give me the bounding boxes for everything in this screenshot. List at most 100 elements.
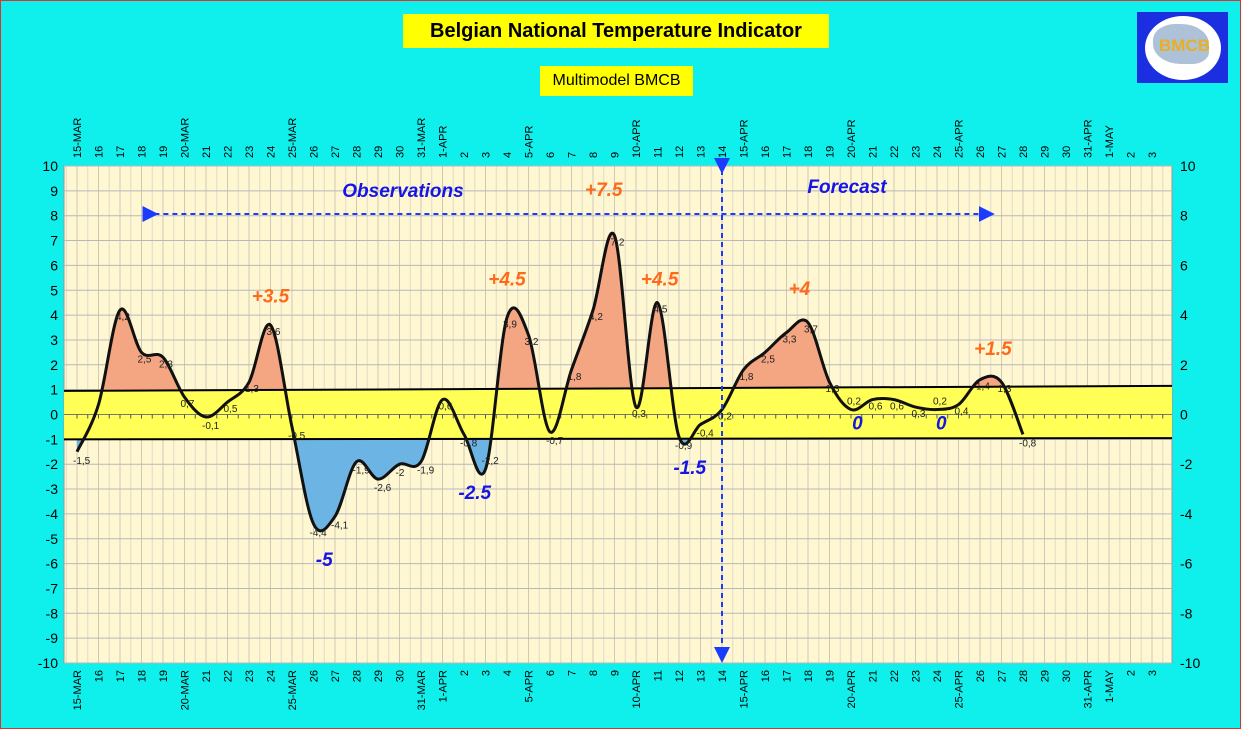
x-tick-label-bottom: 2 [1126,670,1138,676]
x-tick-label-bottom: 27 [997,670,1009,682]
y-tick-label-left: 8 [50,208,58,224]
x-tick-label-bottom: 17 [115,670,127,682]
x-tick-label-bottom: 18 [137,670,149,682]
y-tick-label-right: 6 [1180,257,1188,273]
x-tick-label-bottom: 8 [588,670,600,676]
y-tick-label-left: 6 [50,257,58,273]
x-tick-label-top: 10-APR [631,119,643,158]
y-tick-label-left: -9 [46,630,59,646]
data-label: 3,6 [267,327,281,338]
y-tick-label-left: 0 [50,407,58,423]
x-tick-label-bottom: 25-MAR [287,670,299,710]
data-label: 0,2 [718,412,732,423]
x-tick-label-top: 19 [158,146,170,158]
data-label: 0,2 [847,397,861,408]
data-label: 0,7 [181,399,195,410]
data-label: 2,5 [761,354,775,365]
x-tick-label-top: 20-MAR [180,118,192,158]
data-label: -2 [396,468,405,479]
x-tick-label-top: 23 [244,146,256,158]
chart-title: Belgian National Temperature Indicator [403,14,829,48]
anomaly-annotation: +4.5 [488,269,526,290]
data-label: 2,3 [159,359,173,370]
x-tick-label-top: 4 [502,152,514,158]
y-tick-label-right: -2 [1180,456,1193,472]
data-label: -2,2 [482,456,500,467]
data-label: 4,2 [589,312,603,323]
x-tick-label-top: 2 [459,152,471,158]
x-tick-label-top: 13 [696,146,708,158]
x-tick-label-bottom: 18 [803,670,815,682]
x-tick-label-top: 2 [1126,152,1138,158]
y-tick-label-left: -6 [46,556,59,572]
x-tick-label-bottom: 7 [567,670,579,676]
anomaly-annotation: 0 [936,413,947,434]
x-tick-label-bottom: 3 [1147,670,1159,676]
y-tick-label-left: 4 [50,307,58,323]
data-label: 0,6 [890,402,904,413]
x-tick-label-bottom: 20-APR [846,670,858,709]
y-tick-label-left: 9 [50,183,58,199]
y-tick-label-left: 1 [50,382,58,398]
data-label: 0,3 [632,409,646,420]
anomaly-annotation: 0 [852,413,863,434]
x-tick-label-bottom: 22 [889,670,901,682]
x-tick-label-top: 1-APR [438,126,450,158]
x-tick-label-top: 17 [782,146,794,158]
y-tick-label-right: -8 [1180,605,1193,621]
data-label: 0,6 [439,402,453,413]
x-tick-label-top: 19 [825,146,837,158]
data-label: -0,5 [288,431,306,442]
x-tick-label-top: 9 [610,152,622,158]
x-tick-label-bottom: 26 [975,670,987,682]
chart-subtitle: Multimodel BMCB [540,66,693,96]
data-label: -0,8 [460,438,478,449]
data-label: 1,3 [826,384,840,395]
data-label: 1,3 [245,384,259,395]
x-tick-label-bottom: 15-APR [739,670,751,709]
data-label: -4,4 [310,528,328,539]
y-tick-label-left: 7 [50,233,58,249]
y-tick-label-left: 3 [50,332,58,348]
x-tick-label-bottom: 29 [1040,670,1052,682]
x-tick-label-bottom: 21 [868,670,880,682]
x-tick-label-top: 6 [545,152,557,158]
y-tick-label-left: 5 [50,282,58,298]
data-label: -1,9 [417,466,435,477]
x-tick-label-top: 25-MAR [287,118,299,158]
cold-anomaly-fill [77,438,1023,531]
x-tick-label-top: 16 [94,146,106,158]
x-tick-label-top: 26 [309,146,321,158]
x-tick-label-top: 31-MAR [416,118,428,158]
x-tick-label-top: 28 [352,146,364,158]
y-tick-label-right: -4 [1180,506,1193,522]
x-tick-label-bottom: 28 [1018,670,1030,682]
y-tick-label-right: -10 [1180,655,1200,671]
x-tick-label-bottom: 29 [373,670,385,682]
x-tick-label-bottom: 23 [244,670,256,682]
data-label: 0,2 [933,397,947,408]
x-tick-label-top: 7 [567,152,579,158]
x-tick-label-top: 27 [997,146,1009,158]
data-label: -0,8 [1019,438,1037,449]
x-tick-label-top: 21 [868,146,880,158]
data-label: 1,8 [740,372,754,383]
anomaly-annotation: +4.5 [641,269,679,290]
y-tick-label-left: -1 [46,431,59,447]
data-label: -1,5 [73,456,91,467]
data-label: -2,6 [374,483,392,494]
x-tick-label-bottom: 27 [330,670,342,682]
x-tick-label-bottom: 31-MAR [416,670,428,710]
y-tick-label-left: -2 [46,456,59,472]
x-tick-label-top: 22 [889,146,901,158]
x-tick-label-top: 29 [1040,146,1052,158]
x-tick-label-bottom: 24 [932,670,944,682]
x-tick-label-bottom: 16 [760,670,772,682]
x-tick-label-bottom: 4 [502,670,514,676]
x-tick-label-top: 29 [373,146,385,158]
x-tick-label-bottom: 6 [545,670,557,676]
x-tick-label-bottom: 2 [459,670,471,676]
y-tick-label-left: -10 [38,655,58,671]
x-tick-label-top: 24 [932,146,944,158]
